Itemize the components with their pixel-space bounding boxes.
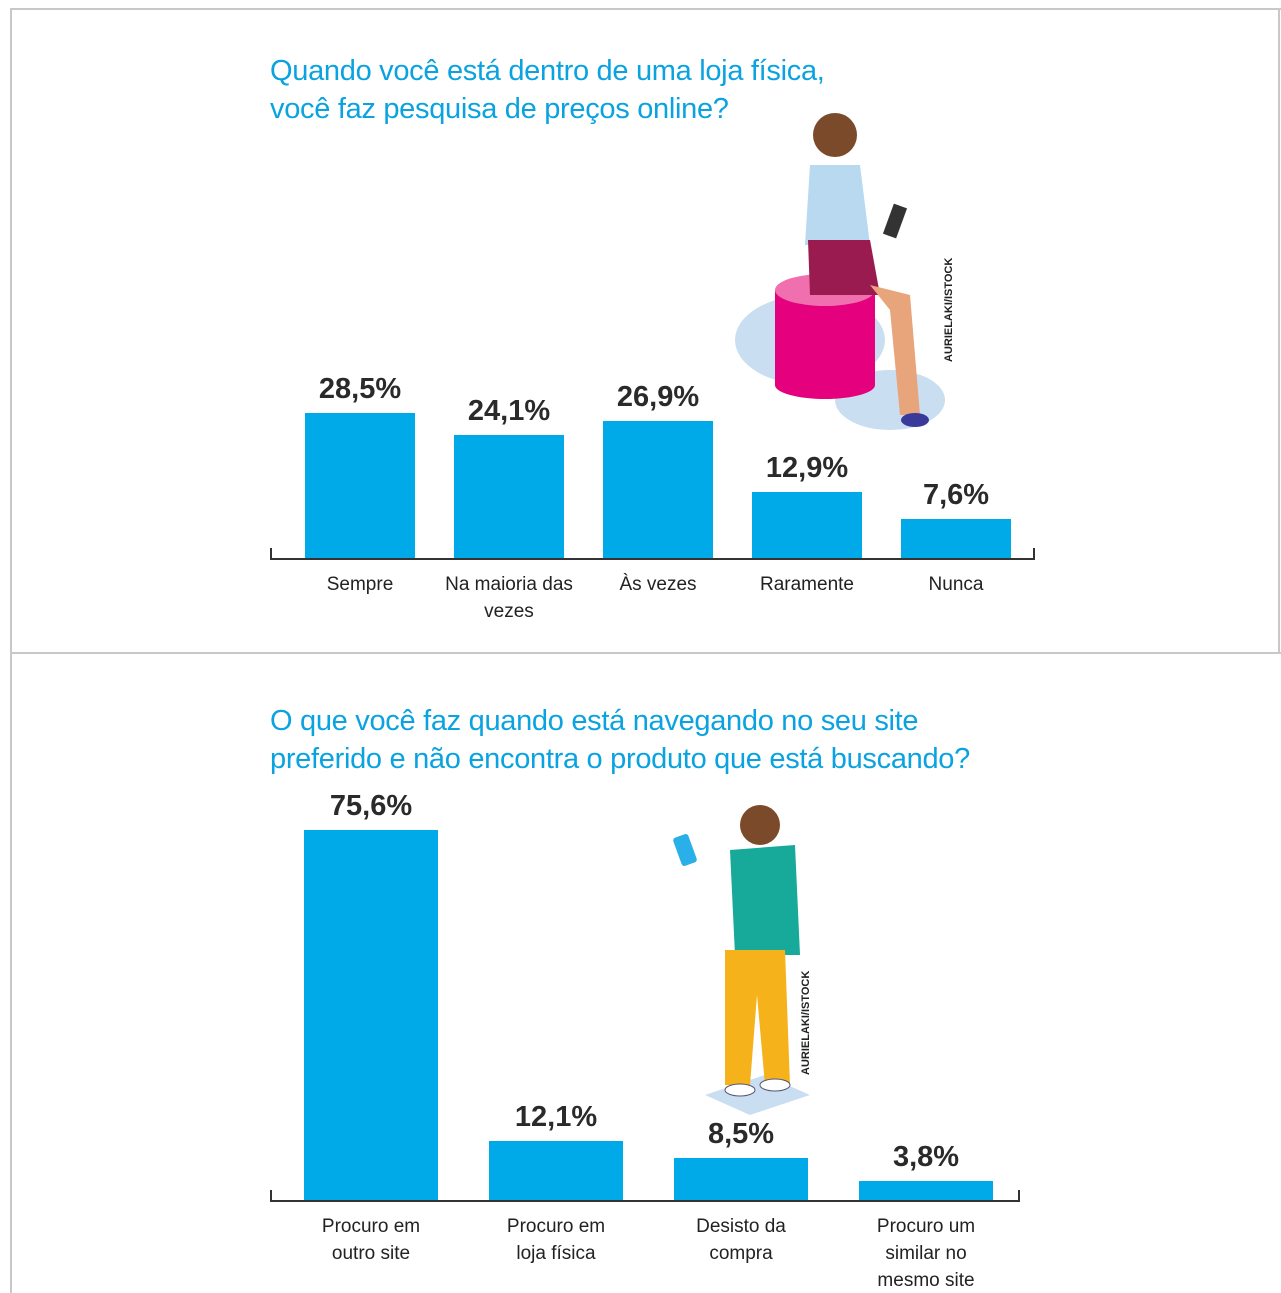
bar: [454, 435, 564, 558]
chart-title: O que você faz quando está navegando no …: [270, 705, 970, 775]
x-tick-label: Nunca: [928, 574, 984, 595]
x-tick-label: Sempre: [326, 574, 394, 595]
x-tick-label: Procuro em outro site: [321, 1216, 421, 1264]
illustration: [673, 805, 810, 1115]
axis-line: [270, 1200, 1020, 1202]
value-label: 12,1%: [514, 1100, 598, 1133]
bar: [305, 412, 415, 558]
axis-end: [270, 1190, 272, 1202]
illustration: [735, 113, 945, 430]
x-tick-label: Desisto da compra: [696, 1216, 786, 1264]
axis-end: [1033, 548, 1035, 560]
value-label: 26,9%: [616, 381, 700, 414]
value-label: 75,6%: [329, 789, 413, 822]
value-label: 7,6%: [922, 479, 990, 512]
divider: [10, 652, 1281, 654]
frame-top: [10, 8, 1281, 10]
axis-end: [1018, 1190, 1020, 1202]
frame-left: [10, 8, 12, 1293]
chart-title: Quando você está dentro de uma loja físi…: [270, 55, 825, 125]
credit: AURIELAKI/ISTOCK: [800, 970, 812, 1075]
value-label: 3,8%: [892, 1141, 960, 1174]
bar: [752, 492, 862, 558]
bar: [489, 1140, 623, 1200]
bar: [304, 829, 438, 1200]
credit: AURIELAKI/ISTOCK: [943, 257, 955, 362]
x-tick-label: Na maioria das vezes: [445, 574, 573, 622]
axis-line: [270, 558, 1035, 560]
x-tick-label: Procuro em loja física: [506, 1216, 606, 1264]
x-tick-label: Raramente: [760, 574, 854, 595]
bar: [859, 1181, 993, 1200]
x-tick-label: Procuro um similar no mesmo site: [876, 1216, 976, 1291]
value-label: 24,1%: [467, 395, 551, 428]
bar: [603, 421, 713, 558]
frame-right: [1278, 8, 1280, 653]
x-tick-label: Às vezes: [619, 574, 697, 595]
value-label: 8,5%: [707, 1118, 775, 1151]
bar: [901, 519, 1011, 558]
value-label: 12,9%: [765, 452, 849, 485]
axis-end: [270, 548, 272, 560]
bar: [674, 1158, 808, 1200]
value-label: 28,5%: [318, 372, 402, 405]
